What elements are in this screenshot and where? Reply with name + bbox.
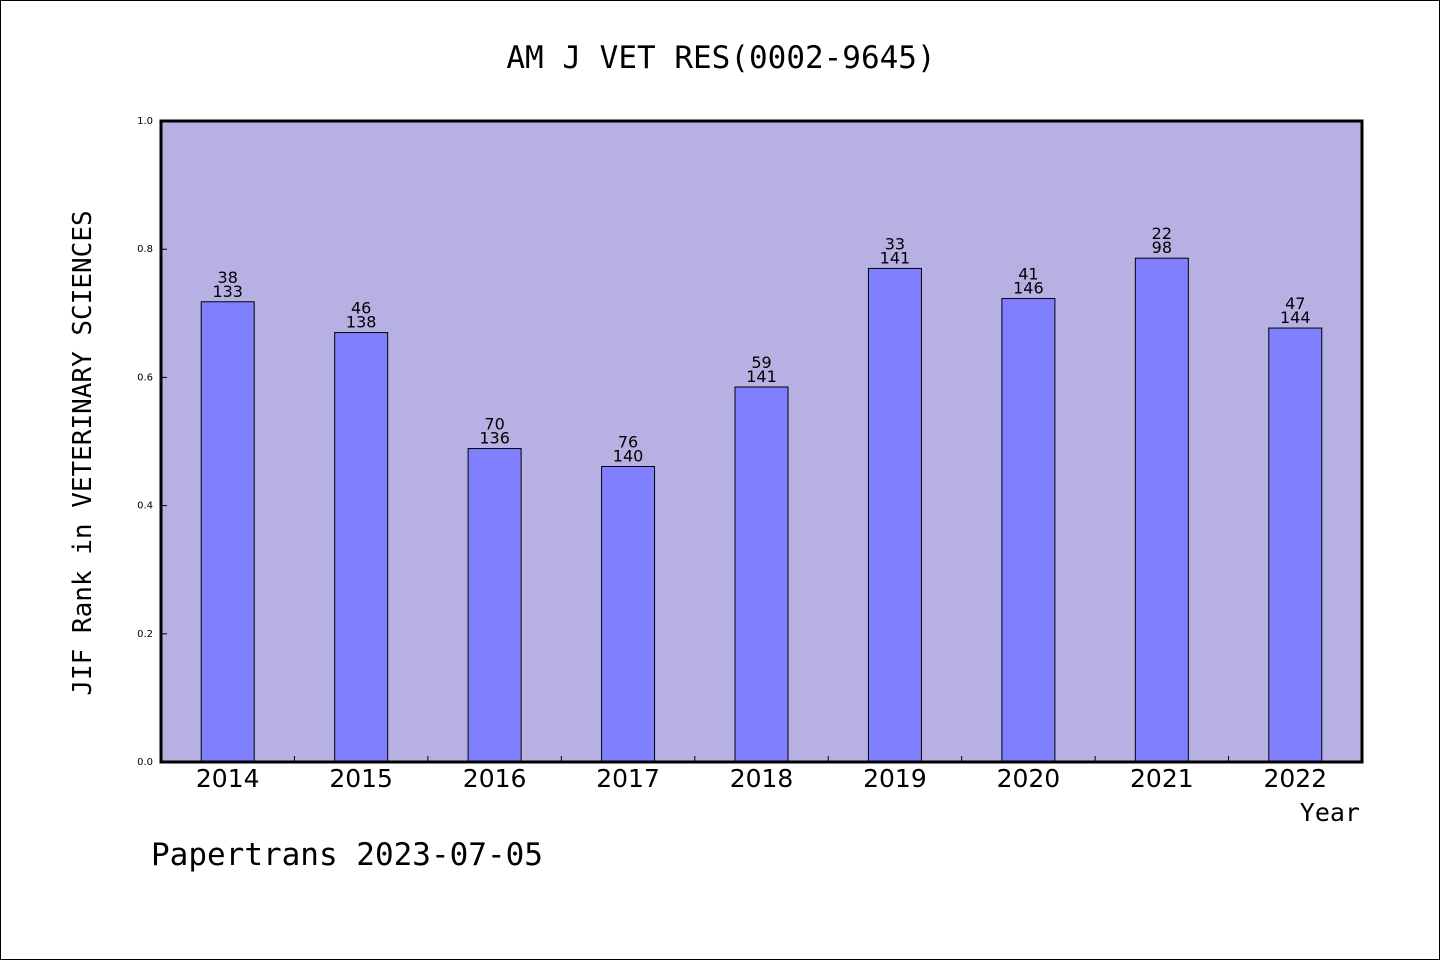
- plot-frame: [159, 119, 1364, 764]
- rank-label-2016: 70: [484, 415, 504, 434]
- bar-2018: [734, 386, 789, 763]
- total-label-2021: 98: [1152, 238, 1172, 257]
- y-tick-label: 0.6: [137, 372, 153, 383]
- x-tick-label-2020: 2020: [997, 764, 1061, 793]
- x-tick-label-2017: 2017: [596, 764, 660, 793]
- x-tick-label-2016: 2016: [463, 764, 527, 793]
- y-tick-label: 0.4: [137, 501, 153, 512]
- rank-label-2020: 41: [1018, 265, 1038, 284]
- x-axis-label: Year: [1300, 798, 1360, 827]
- total-label-2015: 138: [346, 313, 377, 332]
- rank-label-2019: 33: [885, 234, 905, 253]
- bar-2017: [601, 465, 656, 763]
- total-label-2016: 136: [479, 429, 510, 448]
- y-tick-label: 0.0: [137, 757, 153, 768]
- rank-label-2021: 22: [1152, 224, 1172, 243]
- x-tick-label-2022: 2022: [1263, 764, 1327, 793]
- rank-label-2014: 38: [218, 268, 238, 287]
- x-tick-label-2018: 2018: [730, 764, 794, 793]
- y-tick-label: 1.0: [137, 116, 153, 127]
- bar-2022: [1268, 327, 1323, 763]
- bar-2015: [334, 332, 389, 763]
- rank-label-2017: 76: [618, 432, 638, 451]
- bar-2016: [467, 448, 522, 763]
- bar-2019: [867, 267, 922, 763]
- total-label-2022: 144: [1280, 308, 1311, 327]
- y-axis: 0.0 0.2 0.4 0.6 0.8 1.0: [137, 116, 167, 768]
- total-label-2018: 141: [746, 367, 777, 386]
- total-label-2019: 141: [880, 248, 911, 267]
- bars-layer: [200, 257, 1323, 763]
- total-label-2014: 133: [212, 282, 243, 301]
- bar-2020: [1001, 298, 1056, 763]
- y-tick-label: 0.2: [137, 629, 153, 640]
- x-tick-label-2021: 2021: [1130, 764, 1194, 793]
- footer-credit: Papertrans 2023-07-05: [151, 837, 543, 873]
- y-axis-label: JIF Rank in VETERINARY SCIENCES: [68, 210, 98, 695]
- bar-2014: [200, 301, 255, 763]
- rank-label-2018: 59: [751, 353, 771, 372]
- x-axis: 2014 2015 2016 2017 2018 2019 2020 2021 2022: [196, 756, 1327, 793]
- rank-label-2022: 47: [1285, 294, 1305, 313]
- x-tick-label-2014: 2014: [196, 764, 260, 793]
- total-label-2017: 140: [613, 446, 644, 465]
- total-label-2020: 146: [1013, 279, 1044, 298]
- x-tick-label-2019: 2019: [863, 764, 927, 793]
- x-tick-label-2015: 2015: [329, 764, 393, 793]
- chart-title: AM J VET RES(0002-9645): [506, 40, 935, 76]
- rank-label-2015: 46: [351, 299, 371, 318]
- y-tick-label: 0.8: [137, 244, 153, 255]
- bar-2021: [1134, 257, 1189, 763]
